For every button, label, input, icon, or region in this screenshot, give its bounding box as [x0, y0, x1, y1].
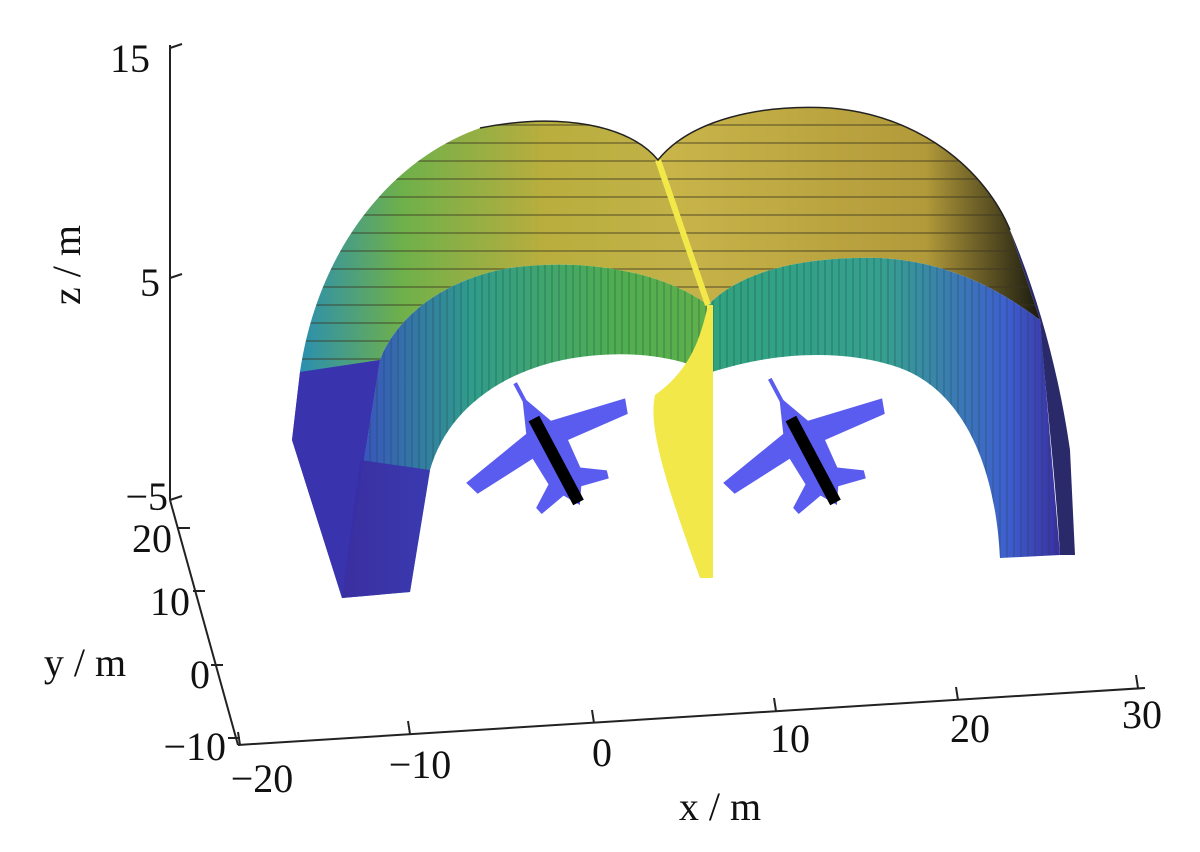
- y-tick-labels: 20 10 0 −10: [132, 516, 226, 769]
- hangar-outline: [479, 106, 1011, 231]
- z-tick-label: 15: [110, 36, 150, 81]
- x-tick-10: [773, 697, 777, 712]
- x-tick-30: [1135, 674, 1139, 689]
- x-axis-line: [237, 687, 1146, 746]
- y-tick-label: 10: [150, 579, 190, 624]
- y-tick-label: 20: [132, 516, 172, 561]
- y-axis-label: y / m: [44, 640, 126, 685]
- z-tick-5: [169, 273, 183, 279]
- left-outer-leg: [292, 360, 380, 598]
- x-tick-label: 20: [950, 706, 990, 751]
- left-roof-ribs: [300, 121, 708, 372]
- center-ridge-line: [655, 159, 711, 306]
- right-roof-ribs: [658, 107, 1040, 320]
- x-tick-label: −20: [231, 756, 294, 801]
- y-tick-label: −10: [163, 724, 226, 769]
- z-tick-labels: 15 5 −5: [110, 36, 168, 519]
- x-axis-label: x / m: [679, 784, 761, 829]
- z-tick-label: −5: [125, 474, 168, 519]
- center-divider-wall: [653, 305, 712, 578]
- y-tick-label: 0: [190, 652, 210, 697]
- left-front-arch-ribs: [342, 264, 708, 598]
- left-leg: [342, 460, 430, 598]
- x-tick-0: [591, 709, 595, 724]
- right-front-arch-ribs: [708, 257, 1060, 558]
- aircraft-icon: [723, 377, 885, 515]
- x-tick-label: 10: [770, 716, 810, 761]
- x-tick-minus10: [407, 720, 411, 735]
- right-side-wall: [1010, 230, 1075, 555]
- z-tick-minus5: [169, 495, 183, 501]
- x-tick-label: 0: [592, 730, 612, 775]
- x-tick-20: [955, 686, 959, 701]
- z-tick-15: [169, 43, 183, 49]
- x-tick-label: −10: [389, 742, 452, 787]
- z-tick-label: 5: [140, 260, 160, 305]
- x-tick-label: 30: [1122, 692, 1162, 737]
- x-tick-minus20: [237, 731, 241, 746]
- x-tick-labels: −20 −10 0 10 20 30: [231, 692, 1162, 801]
- y-axis-line: [169, 499, 239, 746]
- aircraft-icon: [466, 382, 628, 515]
- z-axis-label: z / m: [44, 225, 89, 305]
- hangar: [292, 106, 1075, 598]
- axes: [169, 43, 1146, 746]
